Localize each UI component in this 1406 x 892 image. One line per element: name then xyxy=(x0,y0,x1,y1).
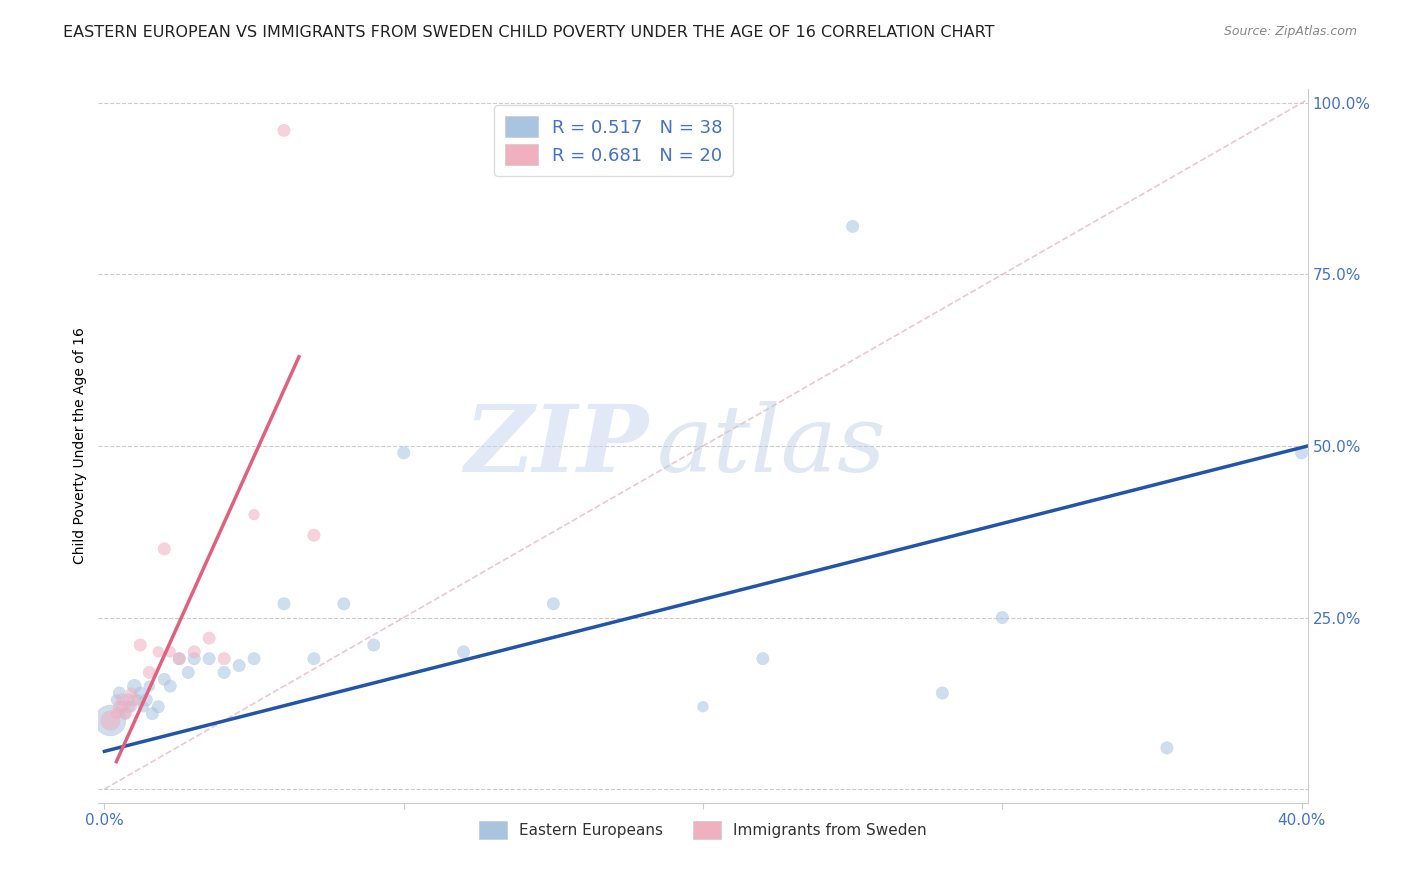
Point xyxy=(1291,446,1313,460)
Point xyxy=(841,219,863,234)
Point xyxy=(392,446,415,460)
Point xyxy=(302,528,325,542)
Point xyxy=(991,610,1014,624)
Point xyxy=(183,645,205,659)
Point xyxy=(138,679,160,693)
Point xyxy=(167,651,190,665)
Point xyxy=(120,686,142,700)
Point xyxy=(129,686,152,700)
Text: EASTERN EUROPEAN VS IMMIGRANTS FROM SWEDEN CHILD POVERTY UNDER THE AGE OF 16 COR: EASTERN EUROPEAN VS IMMIGRANTS FROM SWED… xyxy=(63,25,995,40)
Text: Source: ZipAtlas.com: Source: ZipAtlas.com xyxy=(1223,25,1357,38)
Point xyxy=(692,699,714,714)
Point xyxy=(159,679,181,693)
Text: ZIP: ZIP xyxy=(464,401,648,491)
Point xyxy=(114,706,136,721)
Point xyxy=(273,597,295,611)
Point xyxy=(117,699,139,714)
Point xyxy=(111,699,134,714)
Legend: Eastern Europeans, Immigrants from Sweden: Eastern Europeans, Immigrants from Swede… xyxy=(472,815,934,845)
Point xyxy=(141,706,163,721)
Point xyxy=(243,508,266,522)
Point xyxy=(363,638,385,652)
Point xyxy=(135,693,157,707)
Point xyxy=(114,706,136,721)
Point xyxy=(138,665,160,680)
Point xyxy=(153,541,176,556)
Point xyxy=(198,631,221,645)
Point xyxy=(148,645,170,659)
Point xyxy=(273,123,295,137)
Point xyxy=(167,651,190,665)
Point xyxy=(243,651,266,665)
Point xyxy=(108,686,131,700)
Point xyxy=(132,699,155,714)
Point xyxy=(752,651,775,665)
Point xyxy=(105,693,128,707)
Point xyxy=(212,651,235,665)
Point xyxy=(117,693,139,707)
Point xyxy=(153,673,176,687)
Point xyxy=(105,706,128,721)
Point xyxy=(453,645,475,659)
Point xyxy=(931,686,953,700)
Point xyxy=(228,658,250,673)
Point xyxy=(124,693,146,707)
Point xyxy=(148,699,170,714)
Point xyxy=(127,693,149,707)
Point xyxy=(100,714,122,728)
Point xyxy=(543,597,565,611)
Point xyxy=(120,699,142,714)
Point xyxy=(333,597,356,611)
Point xyxy=(1156,740,1178,755)
Point xyxy=(302,651,325,665)
Point xyxy=(111,693,134,707)
Point xyxy=(129,638,152,652)
Text: atlas: atlas xyxy=(657,401,887,491)
Point xyxy=(183,651,205,665)
Y-axis label: Child Poverty Under the Age of 16: Child Poverty Under the Age of 16 xyxy=(73,327,87,565)
Point xyxy=(100,714,122,728)
Point xyxy=(212,665,235,680)
Point xyxy=(159,645,181,659)
Point xyxy=(124,679,146,693)
Point xyxy=(198,651,221,665)
Point xyxy=(108,699,131,714)
Point xyxy=(177,665,200,680)
